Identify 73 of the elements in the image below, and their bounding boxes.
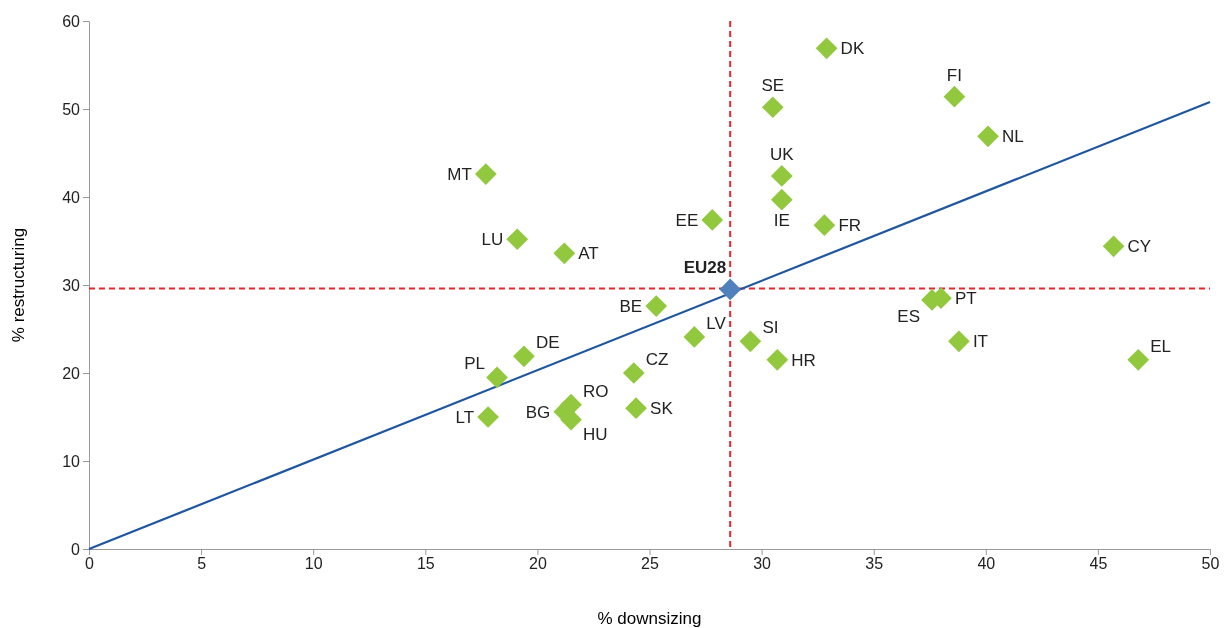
annotation: CZ <box>645 350 669 369</box>
annotation: PL <box>464 354 486 374</box>
point <box>977 125 999 148</box>
annotation: HU <box>583 424 608 444</box>
annotation: EL <box>1150 336 1172 356</box>
annotation: SI <box>762 318 779 338</box>
annotation: LT <box>455 408 475 427</box>
point <box>513 345 535 368</box>
annotation: SE <box>761 76 785 96</box>
point <box>625 397 647 420</box>
x-tick-label: 45 <box>1089 555 1108 573</box>
point <box>553 242 576 265</box>
point <box>813 214 836 237</box>
y-tick-label: 50 <box>62 100 81 118</box>
x-axis-title: % downsizing <box>597 609 702 628</box>
x-tick-label: 0 <box>85 555 95 573</box>
annotation: DE <box>535 333 560 353</box>
annotation: NL <box>1002 127 1024 147</box>
annotation: LU <box>481 230 504 250</box>
annotation: IT <box>972 332 989 352</box>
point <box>622 362 645 384</box>
point <box>474 163 497 185</box>
point <box>1102 235 1125 258</box>
point <box>1127 348 1150 371</box>
y-tick-label: 10 <box>62 452 81 470</box>
y-tick-label: 30 <box>62 276 81 294</box>
point <box>645 295 668 317</box>
annotation: AT <box>578 244 599 264</box>
point <box>719 278 742 301</box>
x-tick-label: 25 <box>641 555 659 573</box>
y-tick-label: 40 <box>62 188 81 206</box>
y-axis-title: % restructuring <box>9 227 28 343</box>
x-tick-label: 10 <box>304 555 323 573</box>
x-tick-label: 40 <box>977 555 996 573</box>
annotation: IE <box>773 210 790 230</box>
annotation: FR <box>838 216 862 236</box>
annotation: ES <box>897 306 920 326</box>
annotation: MT <box>447 165 472 185</box>
point <box>815 37 838 60</box>
point <box>766 348 789 371</box>
annotation: RO <box>583 381 609 401</box>
annotation: FI <box>946 65 962 85</box>
annotation: EU28 <box>683 258 727 278</box>
annotation: PT <box>954 289 977 309</box>
y-tick-label: 0 <box>71 540 81 558</box>
point <box>701 209 724 231</box>
annotation: BG <box>525 402 551 422</box>
annotation: SK <box>650 399 674 419</box>
annotation: BE <box>619 297 643 317</box>
point <box>683 326 706 348</box>
annotation: UK <box>769 144 795 164</box>
y-tick-label: 60 <box>62 12 81 30</box>
x-tick-label: 30 <box>753 555 772 573</box>
x-tick-label: 20 <box>529 555 547 573</box>
x-tick-label: 5 <box>197 555 207 573</box>
y-tick-label: 20 <box>62 364 81 382</box>
point <box>770 188 793 211</box>
point <box>477 406 499 428</box>
annotation: LV <box>706 313 727 333</box>
point <box>948 330 970 353</box>
x-tick-label: 35 <box>865 555 884 573</box>
annotation: EE <box>675 210 699 230</box>
x-tick-label: 50 <box>1201 555 1220 573</box>
point <box>943 85 966 108</box>
point <box>770 165 793 187</box>
annotation: HR <box>791 350 816 370</box>
annotation: DK <box>840 39 865 59</box>
point <box>761 96 784 119</box>
point <box>506 228 529 251</box>
annotation: CY <box>1127 237 1152 257</box>
point <box>486 366 508 389</box>
x-tick-label: 15 <box>416 555 435 573</box>
point <box>739 330 762 353</box>
